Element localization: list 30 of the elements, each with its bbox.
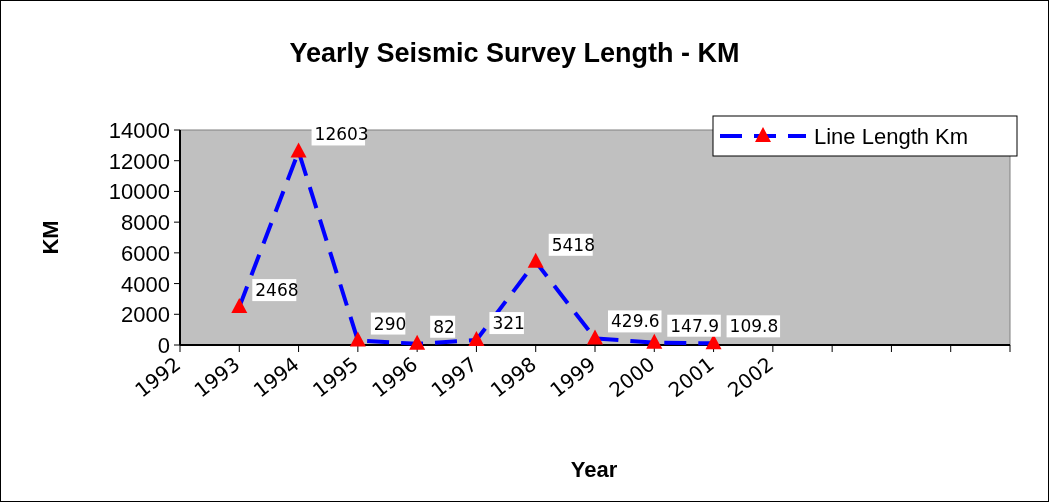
y-tick-label: 6000: [121, 240, 170, 266]
point: [231, 298, 248, 314]
data-label: 5418: [551, 234, 595, 255]
data-label: 82: [433, 316, 455, 337]
data-label: 429.6: [611, 311, 660, 332]
point: [290, 142, 307, 158]
y-tick-label: 12000: [108, 148, 170, 174]
point: [349, 331, 366, 347]
y-tick-label: 8000: [121, 210, 170, 236]
data-label: 147.9: [670, 315, 719, 336]
y-tick-label: 2000: [121, 302, 170, 328]
data-label: 12603: [314, 124, 369, 145]
point: [646, 333, 663, 349]
point: [527, 252, 544, 268]
x-axis-title: Year: [570, 457, 618, 482]
y-tick-label: 0: [157, 333, 170, 358]
legend-label: Line Length Km: [814, 124, 969, 149]
point: [705, 334, 722, 350]
point: [587, 329, 603, 345]
data-label: 290: [373, 313, 407, 334]
data-label: 2468: [255, 280, 299, 301]
data-label: 109.8: [729, 316, 779, 337]
chart-title: Yearly Seismic Survey Length - KM: [289, 38, 740, 68]
data-label: 321: [492, 313, 525, 334]
y-axis-title: KM: [38, 220, 63, 255]
point: [468, 331, 485, 347]
point: [409, 334, 426, 350]
y-tick-label: 14000: [108, 118, 170, 143]
y-tick-label: 4000: [121, 271, 170, 297]
y-tick-label: 10000: [108, 179, 170, 205]
